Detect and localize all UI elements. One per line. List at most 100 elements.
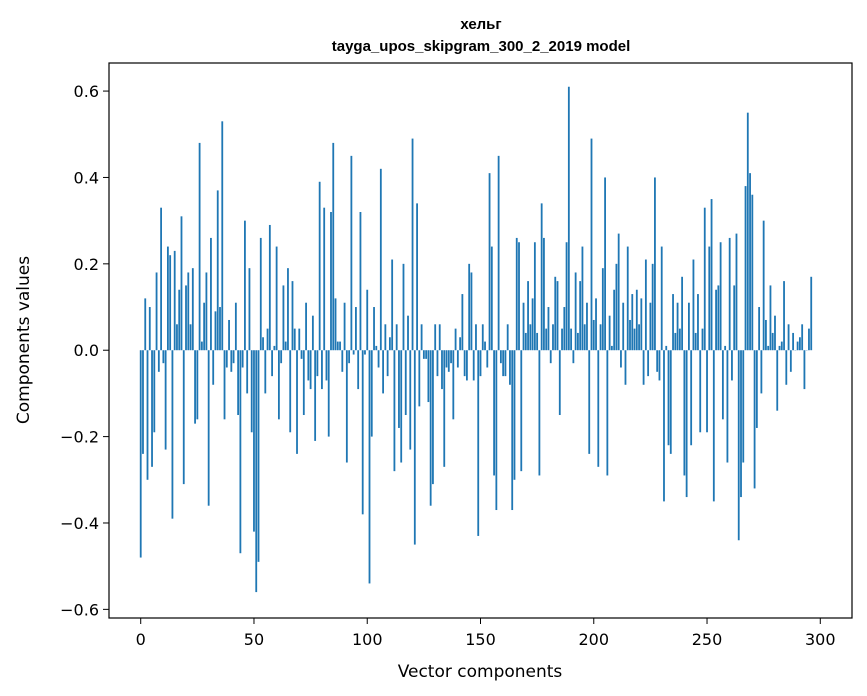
bar-120: [411, 138, 414, 351]
bar-90: [343, 302, 346, 351]
bar-41: [232, 350, 235, 364]
bar-153: [486, 350, 489, 368]
bar-296: [810, 276, 813, 351]
bar-32: [212, 350, 215, 385]
bar-183: [554, 276, 557, 351]
bar-262: [733, 285, 736, 351]
bar-292: [801, 324, 804, 351]
bar-8: [157, 350, 160, 372]
bar-237: [676, 302, 679, 351]
x-tick-label: 0: [136, 630, 146, 649]
bar-250: [706, 350, 708, 433]
bar-233: [667, 350, 670, 446]
bar-132: [438, 324, 441, 351]
bar-60: [275, 246, 278, 351]
bar-190: [570, 328, 573, 351]
bar-198: [588, 350, 591, 454]
y-axis-label: Components values: [14, 256, 34, 424]
bar-97: [359, 212, 362, 351]
bar-158: [497, 155, 500, 351]
bar-222: [642, 350, 645, 385]
bar-112: [393, 350, 396, 472]
bar-142: [461, 294, 464, 351]
bar-220: [638, 324, 640, 351]
y-tick-label: −0.6: [60, 600, 99, 619]
bar-42: [234, 302, 237, 351]
bar-124: [420, 324, 423, 351]
bar-204: [601, 268, 604, 351]
bar-275: [762, 220, 765, 351]
bar-44: [239, 350, 242, 554]
bar-229: [658, 350, 661, 381]
bar-264: [737, 350, 740, 541]
bar-200: [592, 319, 595, 351]
bar-235: [672, 294, 674, 351]
bar-274: [760, 350, 763, 394]
bar-156: [493, 350, 495, 476]
y-tick-label: 0.6: [74, 82, 99, 101]
bar-178: [543, 237, 545, 351]
bar-269: [749, 173, 751, 351]
bar-245: [694, 332, 697, 351]
bar-16: [176, 324, 178, 351]
bar-280: [774, 315, 776, 351]
bar-214: [624, 350, 627, 385]
bar-71: [300, 350, 303, 359]
bar-228: [656, 350, 659, 372]
bar-192: [574, 272, 577, 351]
bar-107: [382, 350, 384, 394]
bar-100: [366, 289, 369, 351]
bar-118: [407, 315, 409, 351]
bar-43: [237, 350, 240, 416]
bar-143: [463, 350, 466, 377]
bar-256: [719, 242, 722, 351]
bar-171: [527, 281, 529, 351]
bar-227: [654, 177, 656, 351]
bar-169: [522, 302, 525, 351]
bar-117: [404, 350, 407, 416]
bar-140: [456, 350, 459, 368]
bar-295: [808, 328, 810, 351]
y-tick-label: 0.0: [74, 341, 99, 360]
bar-253: [712, 350, 715, 502]
bar-148: [475, 324, 477, 351]
bar-206: [606, 350, 609, 476]
bar-238: [678, 328, 681, 351]
bar-224: [647, 350, 650, 377]
bar-230: [660, 246, 663, 351]
bar-23: [191, 268, 194, 351]
bar-3: [146, 350, 149, 480]
bar-267: [744, 186, 747, 351]
chart-subtitle: tayga_upos_skipgram_300_2_2019 model: [332, 38, 631, 55]
bar-293: [803, 350, 806, 390]
bar-162: [506, 324, 509, 351]
bar-98: [361, 350, 364, 515]
bar-50: [253, 350, 255, 532]
bar-282: [778, 345, 781, 351]
bar-62: [280, 350, 283, 364]
bar-91: [345, 350, 348, 463]
bar-81: [323, 207, 326, 351]
bar-279: [771, 332, 774, 351]
bar-133: [441, 350, 443, 390]
bar-236: [674, 332, 677, 351]
x-tick-label: 150: [465, 630, 496, 649]
bar-242: [688, 302, 690, 351]
x-tick-label: 200: [578, 630, 609, 649]
bar-69: [296, 350, 298, 454]
bar-12: [166, 246, 169, 351]
bar-277: [767, 345, 770, 351]
bar-208: [610, 345, 613, 351]
bar-213: [622, 302, 625, 351]
bar-64: [284, 341, 287, 351]
bar-36: [221, 121, 224, 351]
bar-290: [796, 341, 799, 351]
bar-286: [787, 324, 790, 351]
bar-189: [567, 86, 570, 351]
bar-146: [470, 272, 473, 351]
bar-88: [339, 341, 341, 351]
bar-78: [316, 350, 319, 377]
bar-123: [418, 350, 421, 407]
bar-221: [640, 298, 643, 351]
bar-211: [617, 233, 620, 351]
